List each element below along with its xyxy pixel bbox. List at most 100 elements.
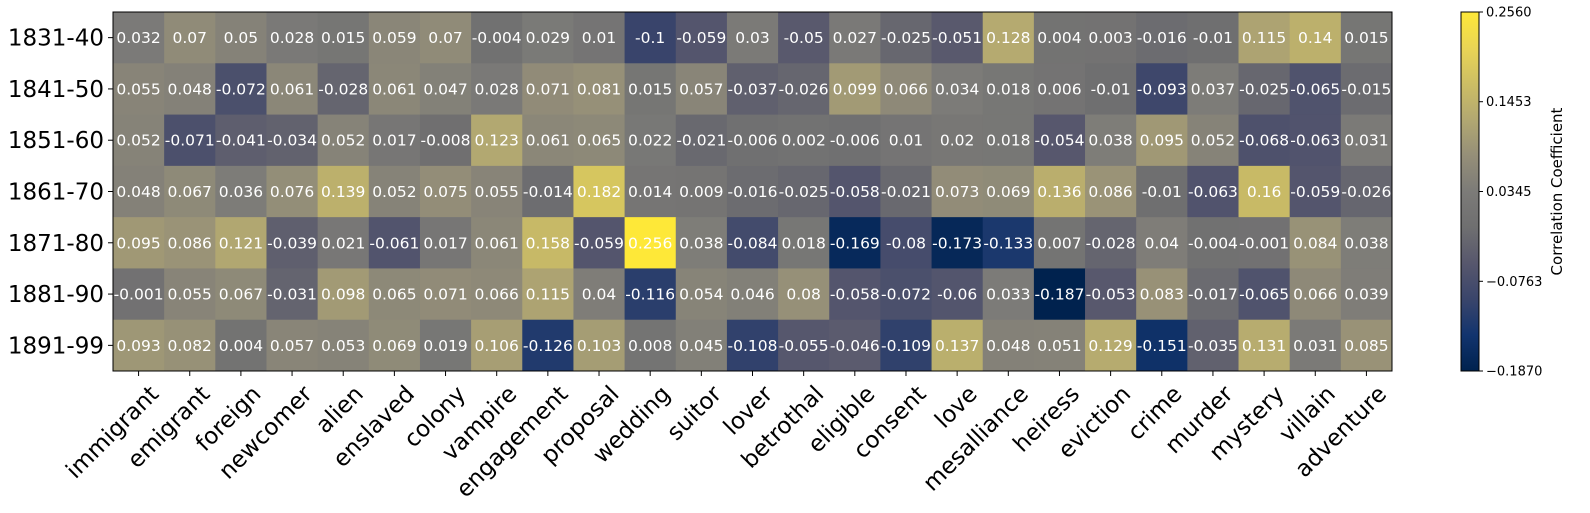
- heatmap-cell: [1289, 12, 1342, 64]
- cell-value-label: -0.004: [472, 29, 522, 47]
- cell-value-label: 0.123: [475, 132, 519, 150]
- cell-value-label: 0.069: [986, 183, 1030, 201]
- cell-value-label: -0.055: [779, 337, 829, 355]
- cell-value-label: -0.017: [1188, 286, 1238, 304]
- cell-value-label: 0.027: [833, 29, 877, 47]
- cell-value-label: -0.151: [1137, 337, 1187, 355]
- colorbar-gradient: [1460, 11, 1480, 372]
- heatmap-cell: [1136, 217, 1188, 269]
- heatmap-cell: [726, 268, 779, 321]
- cell-value-label: 0.08: [786, 286, 821, 304]
- cell-value-label: -0.028: [1086, 234, 1136, 252]
- heatmap-cell: [675, 114, 728, 167]
- cell-value-label: 0.061: [526, 132, 570, 150]
- cell-value-label: 0.103: [577, 337, 621, 355]
- heatmap-cell: [419, 114, 472, 167]
- heatmap-cell: [573, 217, 626, 269]
- cell-value-label: -0.059: [574, 234, 624, 252]
- cell-value-label: 0.137: [935, 337, 979, 355]
- heatmap-cell: [368, 319, 421, 372]
- heatmap-cell: [113, 63, 165, 116]
- heatmap-cell: [624, 114, 677, 167]
- cell-value-label: 0.055: [475, 183, 519, 201]
- heatmap-cell: [1340, 268, 1393, 321]
- cell-value-label: -0.071: [165, 132, 215, 150]
- heatmap-cell: [266, 319, 319, 372]
- heatmap-cell: [1136, 63, 1188, 116]
- heatmap-cell: [1289, 63, 1342, 116]
- heatmap-cell: [215, 217, 267, 269]
- heatmap-cell: [1136, 268, 1188, 321]
- cell-value-label: 0.061: [475, 234, 519, 252]
- heatmap-cell: [829, 268, 881, 321]
- cell-value-label: 0.098: [321, 286, 365, 304]
- cell-value-label: 0.028: [475, 80, 519, 98]
- heatmap-cell: [215, 319, 267, 372]
- cell-value-label: -0.065: [1239, 286, 1289, 304]
- cell-value-label: 0.086: [168, 234, 212, 252]
- heatmap-cell: [1033, 268, 1086, 321]
- row-axis: 1831-40 1841-50 1851-60 1861-70 1871-80 1881-…: [8, 26, 113, 359]
- heatmap-cell: [419, 63, 472, 116]
- heatmap-cell: [1033, 63, 1086, 116]
- cell-value-label: 0.052: [321, 132, 365, 150]
- cell-value-label: -0.068: [1239, 132, 1289, 150]
- heatmap-cell: [1289, 165, 1342, 218]
- heatmap-cell: [164, 217, 216, 269]
- cell-value-label: -0.061: [369, 234, 419, 252]
- cell-value-label: 0.076: [270, 183, 314, 201]
- cell-value-label: 0.057: [679, 80, 723, 98]
- heatmap-cell: [522, 12, 574, 64]
- cell-value-label: 0.02: [940, 132, 975, 150]
- heatmap-cell: [1238, 63, 1291, 116]
- heatmap-cell: [113, 319, 165, 372]
- cell-value-label: -0.025: [1239, 80, 1289, 98]
- row-label: 1871-80: [8, 231, 104, 257]
- cell-value-label: 0.086: [1088, 183, 1132, 201]
- cell-value-label: 0.158: [526, 234, 570, 252]
- cell-value-label: 0.066: [884, 80, 928, 98]
- heatmap-cell: [113, 268, 165, 321]
- cell-value-label: 0.018: [986, 80, 1030, 98]
- cell-value-label: -0.108: [728, 337, 778, 355]
- cell-value-label: 0.028: [270, 29, 314, 47]
- heatmap-cell: [215, 12, 267, 64]
- heatmap-cell: [1085, 165, 1137, 218]
- heatmap-cell: [1238, 217, 1291, 269]
- cell-value-label: -0.126: [523, 337, 573, 355]
- heatmap-cell: [1238, 12, 1291, 64]
- heatmap-cell: [982, 217, 1035, 269]
- cell-value-label: 0.015: [628, 80, 672, 98]
- heatmap-cell: [624, 217, 677, 269]
- heatmap-cell: [1238, 319, 1291, 372]
- heatmap-cell: [1289, 217, 1342, 269]
- cell-value-label: 0.065: [372, 286, 416, 304]
- heatmap-cell: [471, 165, 523, 218]
- heatmap-cell: [471, 12, 523, 64]
- heatmap-cell: [471, 63, 523, 116]
- heatmap-cell: [931, 165, 984, 218]
- cell-value-label: 0.071: [423, 286, 467, 304]
- cell-value-label: 0.048: [168, 80, 212, 98]
- row-label: 1851-60: [8, 128, 104, 154]
- heatmap-cell: [317, 217, 370, 269]
- heatmap-cell: [1136, 165, 1188, 218]
- heatmap-cell: [1085, 12, 1137, 64]
- cell-value-label: 0.084: [1293, 234, 1337, 252]
- cell-value-label: -0.08: [886, 234, 926, 252]
- cell-value-label: -0.072: [881, 286, 931, 304]
- heatmap-cell: [778, 217, 830, 269]
- heatmap-cell: [522, 217, 574, 269]
- cell-value-label: 0.021: [321, 234, 365, 252]
- cell-value-label: 0.019: [423, 337, 467, 355]
- cell-value-label: 0.099: [833, 80, 877, 98]
- cell-value-label: -0.025: [779, 183, 829, 201]
- cell-value-label: 0.106: [475, 337, 519, 355]
- heatmap-cell: [164, 12, 216, 64]
- heatmap-cell: [215, 165, 267, 218]
- heatmap-cell: [778, 165, 830, 218]
- heatmap-cell: [368, 63, 421, 116]
- cell-value-label: -0.01: [1142, 183, 1182, 201]
- heatmap-cell: [164, 165, 216, 218]
- heatmap-cell: [675, 63, 728, 116]
